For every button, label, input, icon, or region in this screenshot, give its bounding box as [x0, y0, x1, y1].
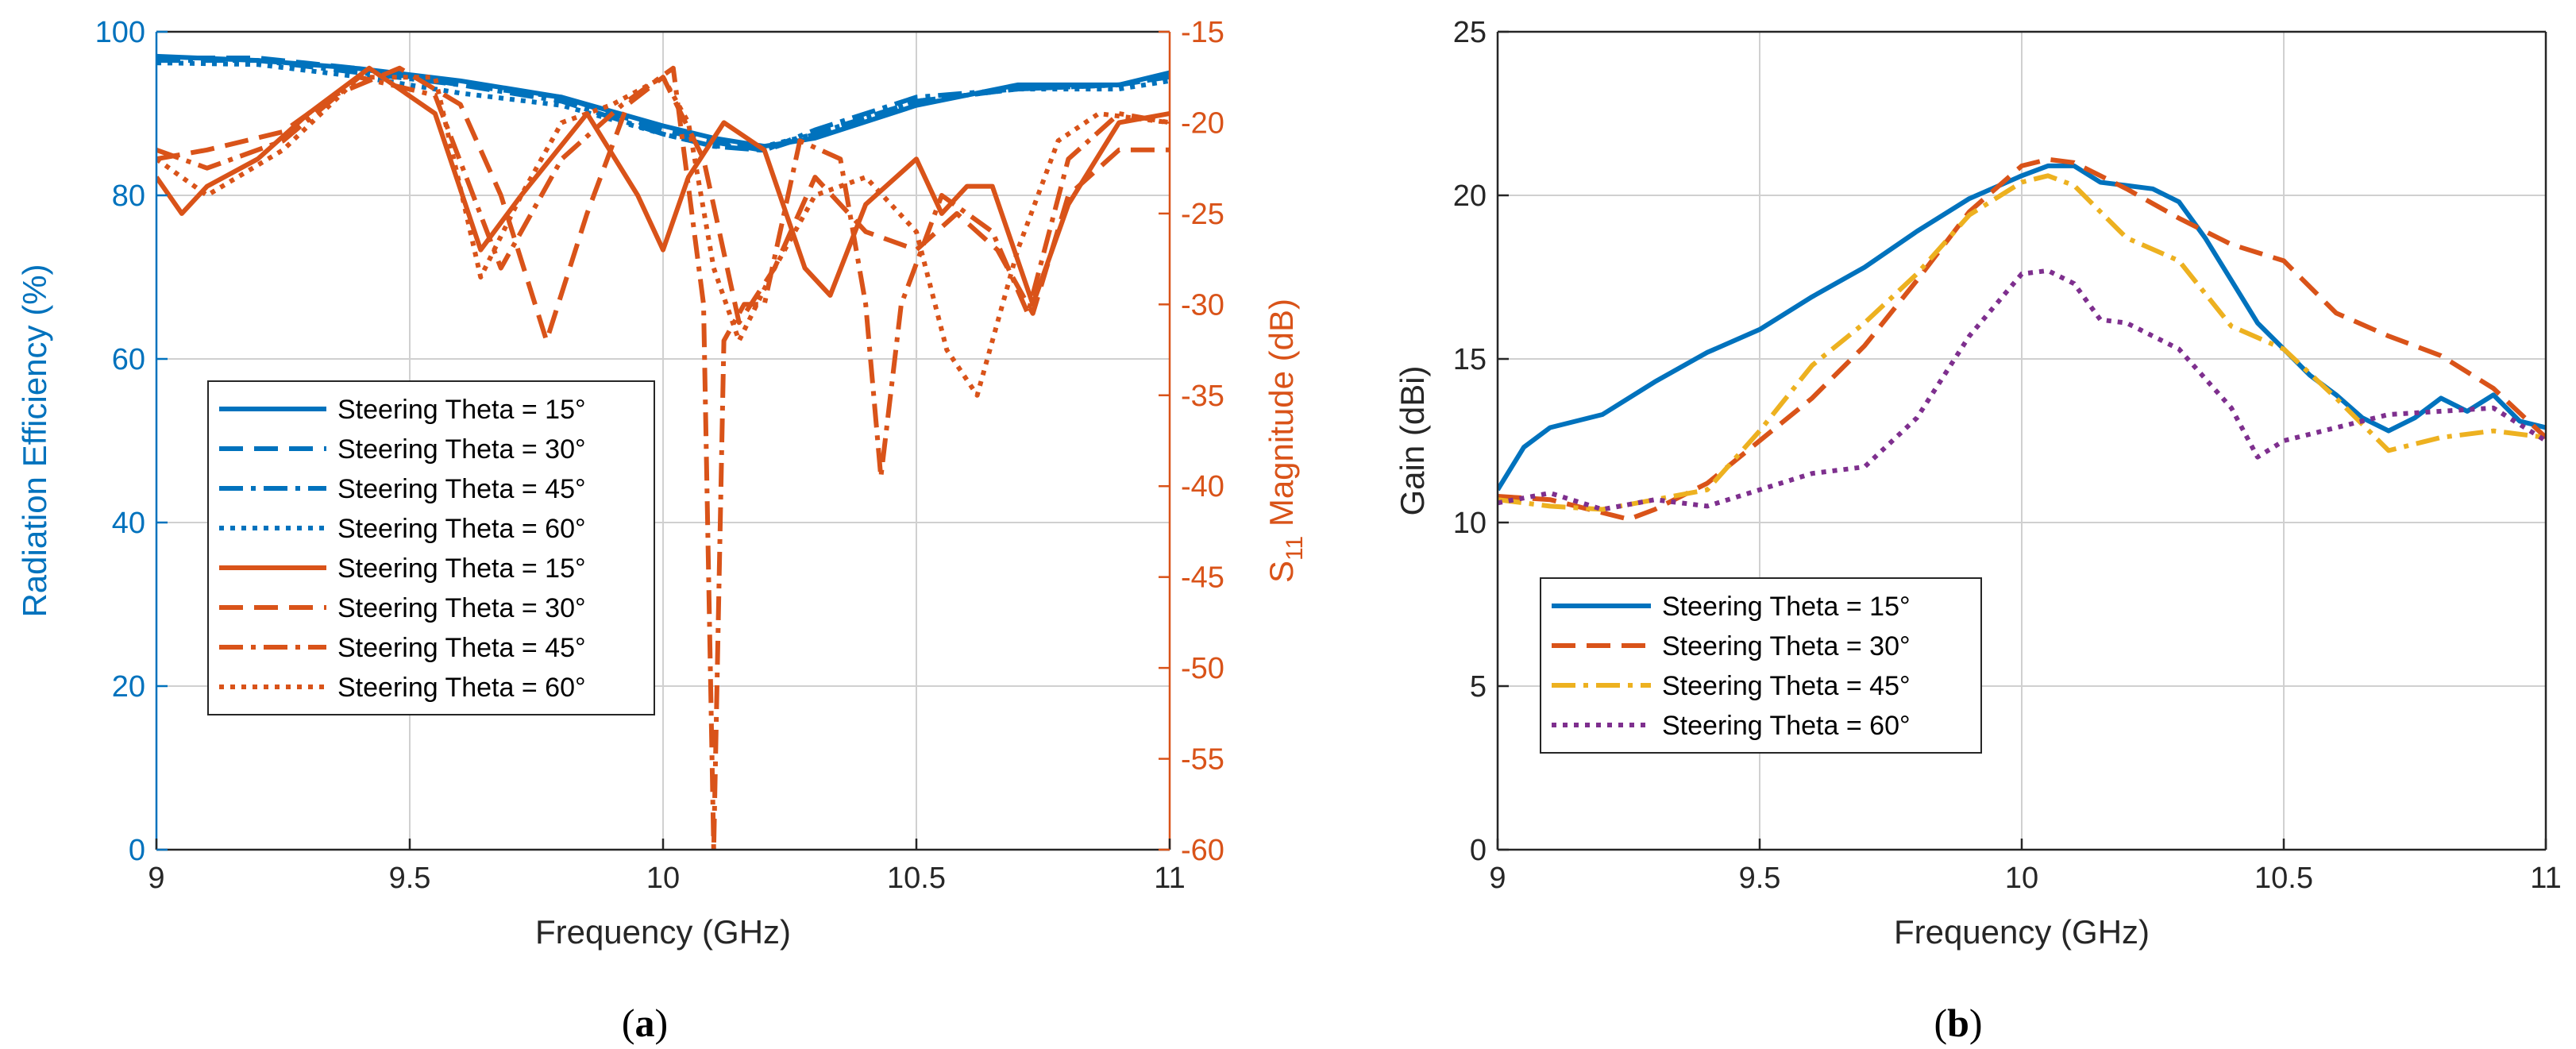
a-series-line	[156, 65, 1170, 850]
a-x-tick-label: 10	[646, 862, 680, 895]
a-y-right-tick-label: -55	[1181, 743, 1224, 777]
chart-a: 9 9.5 10 10.5 11 0 20 40 60 80 100 -60 -55 -50 -45 -40 -…	[16, 16, 1308, 951]
b-y-tick-label: 15	[1453, 343, 1487, 376]
b-x-tick-label: 10.5	[2254, 862, 2313, 895]
b-y-tick-label: 20	[1453, 179, 1487, 213]
a-legend-label: Steering Theta = 60°	[337, 673, 586, 703]
a-y-right-tick-label: -40	[1181, 470, 1224, 503]
a-series-group	[156, 53, 1170, 850]
a-y-right-label-s: S	[1263, 561, 1300, 583]
a-series-line	[156, 65, 1170, 307]
b-y-tick-label: 5	[1470, 670, 1487, 704]
a-y-tick-label: 80	[112, 179, 145, 213]
a-legend-label: Steering Theta = 15°	[337, 553, 586, 584]
a-y-right-axis-label: S11 Magnitude (dB)	[1263, 299, 1308, 583]
a-y-right-tick-label: -45	[1181, 561, 1224, 595]
a-y-tick-label: 100	[95, 16, 145, 49]
a-legend-label: Steering Theta = 15°	[337, 395, 586, 425]
b-legend-label: Steering Theta = 60°	[1662, 711, 1911, 741]
a-series-line	[156, 58, 1170, 153]
b-x-tick-label: 10	[2005, 862, 2038, 895]
b-y-tick-label: 25	[1453, 16, 1487, 49]
b-x-tick-label: 9	[1489, 862, 1506, 895]
a-x-tick-label: 10.5	[887, 862, 946, 895]
b-x-axis-label: Frequency (GHz)	[1894, 913, 2150, 951]
chart-b: 9 9.5 10 10.5 11 0 5 10 15 20 25 Frequency (GHz) Gai…	[1394, 16, 2562, 951]
a-legend-label: Steering Theta = 30°	[337, 434, 586, 465]
a-y-right-tick-label: -50	[1181, 652, 1224, 685]
a-y-right-tick-label: -20	[1181, 106, 1224, 140]
b-legend-label: Steering Theta = 15°	[1662, 592, 1911, 622]
a-y-tick-label: 40	[112, 507, 145, 540]
a-y-axis-label: Radiation Efficiency (%)	[16, 264, 53, 617]
a-x-tick-label: 9	[148, 862, 164, 895]
a-y-right-tick-label: -15	[1181, 16, 1224, 49]
a-legend-label: Steering Theta = 60°	[337, 514, 586, 544]
a-legend-box	[207, 380, 655, 715]
a-y-right-tick-label: -35	[1181, 380, 1224, 413]
a-x-tick-label: 9.5	[389, 862, 431, 895]
panel-label-b: (b)	[1934, 1001, 1982, 1045]
a-y-right-tick-label: -30	[1181, 288, 1224, 322]
a-legend-label: Steering Theta = 45°	[337, 474, 586, 504]
b-legend-label: Steering Theta = 30°	[1662, 631, 1911, 661]
a-x-axis-label: Frequency (GHz)	[535, 913, 791, 951]
b-series-line	[1498, 268, 2546, 512]
b-series-line	[1498, 156, 2546, 522]
b-y-tick-label: 0	[1470, 834, 1487, 867]
a-y-right-label-sub: 11	[1282, 536, 1308, 561]
b-x-tick-label: 9.5	[1739, 862, 1781, 895]
a-x-tick-label: 11	[1154, 862, 1185, 895]
b-series-line	[1498, 163, 2546, 492]
b-y-tick-label: 10	[1453, 507, 1487, 540]
a-y-tick-label: 20	[112, 670, 145, 704]
a-legend-label: Steering Theta = 45°	[337, 633, 586, 663]
a-y-tick-label: 60	[112, 343, 145, 376]
b-y-axis-label: Gain (dBi)	[1394, 365, 1431, 515]
a-y-right-tick-label: -25	[1181, 198, 1224, 231]
a-y-tick-label: 0	[129, 834, 145, 867]
a-y-right-label-rest: Magnitude (dB)	[1263, 299, 1300, 536]
a-y-right-tick-label: -60	[1181, 834, 1224, 867]
panel-label-a: (a)	[622, 1001, 668, 1045]
b-series-group	[1498, 156, 2546, 522]
b-x-tick-label: 11	[2530, 862, 2561, 895]
a-legend-label: Steering Theta = 30°	[337, 593, 586, 623]
b-series-line	[1498, 173, 2546, 512]
b-legend-label: Steering Theta = 45°	[1662, 671, 1911, 701]
